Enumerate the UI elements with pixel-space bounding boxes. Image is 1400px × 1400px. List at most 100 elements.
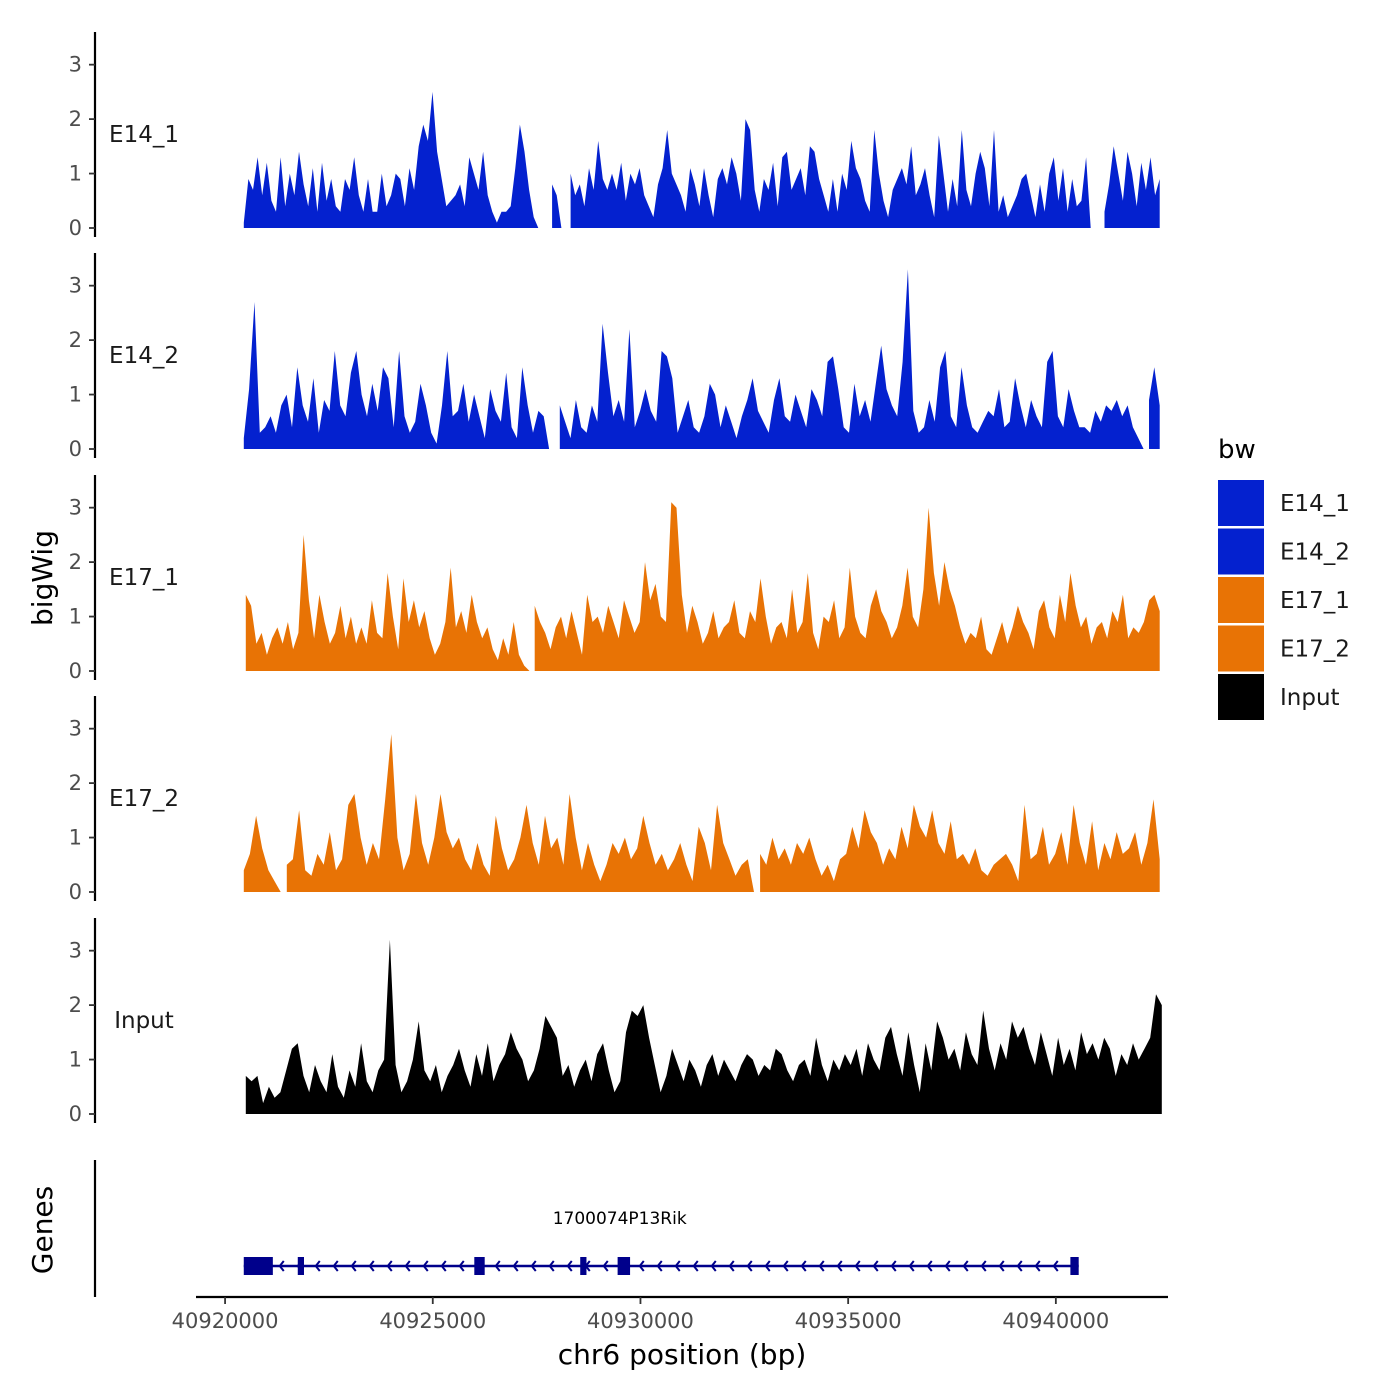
x-tick-label: 40940000 <box>1002 1309 1109 1333</box>
strand-arrow <box>926 1260 933 1272</box>
track-e17-1: 0 1 2 3 E17_1 <box>69 475 1160 683</box>
y-tick-label: 0 <box>69 1102 82 1126</box>
y-tick-label: 1 <box>69 162 82 186</box>
legend: bw E14_1 E14_2 E17_1 E17_2 Input <box>1218 435 1350 720</box>
track-label: E17_2 <box>109 786 179 812</box>
gene-exon <box>297 1257 304 1275</box>
strand-arrow <box>656 1260 663 1272</box>
legend-label: E17_2 <box>1280 637 1350 663</box>
y-tick-label: 3 <box>69 274 82 298</box>
strand-arrow <box>782 1260 789 1272</box>
gene-exon <box>243 1257 273 1275</box>
gene-exon <box>1070 1257 1079 1275</box>
legend-swatch <box>1218 528 1264 575</box>
strand-arrow <box>854 1260 861 1272</box>
strand-arrow <box>368 1260 375 1272</box>
track-e14-1: 0 1 2 3 E14_1 <box>69 32 1160 240</box>
y-tick-label: 0 <box>69 659 82 683</box>
strand-arrow <box>746 1260 753 1272</box>
legend-title: bw <box>1218 435 1256 465</box>
strand-arrow <box>980 1260 987 1272</box>
strand-arrow <box>1034 1260 1041 1272</box>
signal-area <box>243 734 1160 892</box>
gene-label: 1700074P13Rik <box>553 1209 687 1229</box>
strand-arrow <box>278 1260 285 1272</box>
gene-exon <box>474 1257 485 1275</box>
y-tick-label: 2 <box>69 328 82 352</box>
gene-model: 1700074P13Rik <box>243 1209 1079 1275</box>
strand-arrow <box>908 1260 915 1272</box>
legend-label: E14_2 <box>1280 540 1350 566</box>
strand-arrow <box>764 1260 771 1272</box>
x-axis: 40920000 40925000 40930000 40935000 40940000 <box>172 1295 1168 1333</box>
y-tick-label: 1 <box>69 605 82 629</box>
track-label: Input <box>114 1008 174 1034</box>
y-tick-label: 1 <box>69 1048 82 1072</box>
strand-arrow <box>800 1260 807 1272</box>
x-tick-label: 40920000 <box>172 1309 279 1333</box>
gene-exon <box>617 1257 631 1275</box>
signal-area <box>245 939 1162 1114</box>
y-tick-label: 3 <box>69 53 82 77</box>
y-tick-label: 0 <box>69 437 82 461</box>
track-input: 0 1 2 3 Input <box>69 918 1162 1126</box>
y-tick-label: 2 <box>69 771 82 795</box>
track-label: E17_1 <box>109 565 179 591</box>
strand-arrow <box>530 1260 537 1272</box>
strand-arrow <box>494 1260 501 1272</box>
strand-arrow <box>314 1260 321 1272</box>
strand-arrow <box>638 1260 645 1272</box>
strand-arrow <box>674 1260 681 1272</box>
strand-arrow <box>350 1260 357 1272</box>
y-tick-label: 0 <box>69 216 82 240</box>
strand-arrow <box>890 1260 897 1272</box>
y-tick-label: 2 <box>69 107 82 131</box>
legend-swatch <box>1218 577 1264 623</box>
strand-arrow <box>1052 1260 1059 1272</box>
strand-arrow <box>692 1260 699 1272</box>
legend-label: E14_1 <box>1280 491 1350 517</box>
track-e14-2: 0 1 2 3 E14_2 <box>69 253 1160 461</box>
track-panels: 0 1 2 3 E14_1 0 1 2 3 E14_2 0 1 2 3 E17_1 0 1 2 3 E17_2 0 1 2 3… <box>69 32 1162 1126</box>
genes-axis-title: Genes <box>26 1186 59 1274</box>
legend-label: Input <box>1280 685 1340 711</box>
x-tick-label: 40925000 <box>379 1309 486 1333</box>
strand-arrow <box>602 1260 609 1272</box>
y-tick-label: 1 <box>69 826 82 850</box>
strand-arrow <box>404 1260 411 1272</box>
y-tick-label: 1 <box>69 383 82 407</box>
gene-exon <box>580 1257 587 1275</box>
y-tick-label: 2 <box>69 550 82 574</box>
y-axis-title: bigWig <box>26 530 59 626</box>
strand-arrow <box>566 1260 573 1272</box>
signal-area <box>245 502 1160 671</box>
legend-swatch <box>1218 480 1264 526</box>
y-tick-label: 3 <box>69 496 82 520</box>
y-tick-label: 3 <box>69 717 82 741</box>
y-tick-label: 0 <box>69 880 82 904</box>
legend-swatch <box>1218 674 1264 720</box>
strand-arrow <box>944 1260 951 1272</box>
x-axis-title: chr6 position (bp) <box>558 1338 807 1371</box>
strand-arrow <box>710 1260 717 1272</box>
strand-arrow <box>440 1260 447 1272</box>
signal-area <box>243 91 1160 229</box>
legend-label: E17_1 <box>1280 588 1350 614</box>
y-tick-label: 3 <box>69 939 82 963</box>
track-label: E14_2 <box>109 343 179 369</box>
strand-arrow <box>962 1260 969 1272</box>
strand-arrow <box>386 1260 393 1272</box>
y-tick-label: 2 <box>69 993 82 1017</box>
strand-arrow <box>458 1260 465 1272</box>
strand-arrow <box>1016 1260 1023 1272</box>
strand-arrow <box>512 1260 519 1272</box>
strand-arrow <box>836 1260 843 1272</box>
track-label: E14_1 <box>109 122 179 148</box>
strand-arrow <box>422 1260 429 1272</box>
track-e17-2: 0 1 2 3 E17_2 <box>69 696 1160 904</box>
strand-arrow <box>998 1260 1005 1272</box>
strand-arrow <box>728 1260 735 1272</box>
x-tick-label: 40935000 <box>795 1309 902 1333</box>
legend-swatch <box>1218 625 1264 672</box>
